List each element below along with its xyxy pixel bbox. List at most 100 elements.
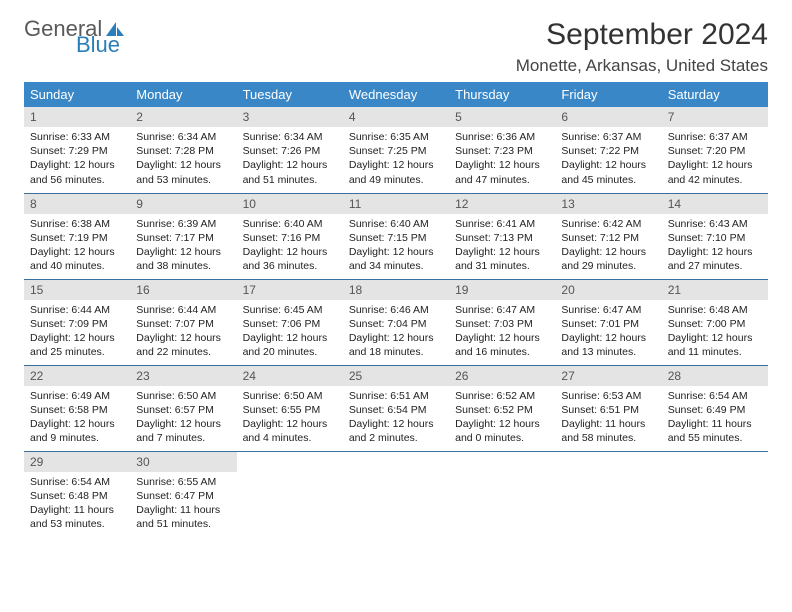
day-details: Sunrise: 6:40 AMSunset: 7:15 PMDaylight:… bbox=[343, 214, 449, 279]
calendar-day-cell: 3Sunrise: 6:34 AMSunset: 7:26 PMDaylight… bbox=[237, 107, 343, 193]
calendar-table: SundayMondayTuesdayWednesdayThursdayFrid… bbox=[24, 82, 768, 537]
day-number: 17 bbox=[237, 280, 343, 300]
day-details: Sunrise: 6:43 AMSunset: 7:10 PMDaylight:… bbox=[662, 214, 768, 279]
calendar-week-row: 1Sunrise: 6:33 AMSunset: 7:29 PMDaylight… bbox=[24, 107, 768, 193]
day-number: 6 bbox=[555, 107, 661, 127]
calendar-day-cell: .. bbox=[237, 451, 343, 537]
calendar-day-cell: 19Sunrise: 6:47 AMSunset: 7:03 PMDayligh… bbox=[449, 279, 555, 365]
calendar-day-cell: 1Sunrise: 6:33 AMSunset: 7:29 PMDaylight… bbox=[24, 107, 130, 193]
day-details: Sunrise: 6:46 AMSunset: 7:04 PMDaylight:… bbox=[343, 300, 449, 365]
day-number: 30 bbox=[130, 452, 236, 472]
day-number: 5 bbox=[449, 107, 555, 127]
calendar-day-cell: 7Sunrise: 6:37 AMSunset: 7:20 PMDaylight… bbox=[662, 107, 768, 193]
page-title: September 2024 bbox=[516, 18, 768, 52]
day-details: Sunrise: 6:44 AMSunset: 7:09 PMDaylight:… bbox=[24, 300, 130, 365]
calendar-week-row: 15Sunrise: 6:44 AMSunset: 7:09 PMDayligh… bbox=[24, 279, 768, 365]
calendar-day-cell: 18Sunrise: 6:46 AMSunset: 7:04 PMDayligh… bbox=[343, 279, 449, 365]
day-details: Sunrise: 6:36 AMSunset: 7:23 PMDaylight:… bbox=[449, 127, 555, 192]
day-details: Sunrise: 6:50 AMSunset: 6:55 PMDaylight:… bbox=[237, 386, 343, 451]
day-number: 3 bbox=[237, 107, 343, 127]
day-details: Sunrise: 6:42 AMSunset: 7:12 PMDaylight:… bbox=[555, 214, 661, 279]
day-number: 20 bbox=[555, 280, 661, 300]
calendar-day-cell: 4Sunrise: 6:35 AMSunset: 7:25 PMDaylight… bbox=[343, 107, 449, 193]
day-number: 15 bbox=[24, 280, 130, 300]
day-number: 7 bbox=[662, 107, 768, 127]
calendar-week-row: 22Sunrise: 6:49 AMSunset: 6:58 PMDayligh… bbox=[24, 365, 768, 451]
weekday-header: Thursday bbox=[449, 82, 555, 107]
day-number: 23 bbox=[130, 366, 236, 386]
calendar-day-cell: 13Sunrise: 6:42 AMSunset: 7:12 PMDayligh… bbox=[555, 193, 661, 279]
logo-text-blue: Blue bbox=[76, 34, 126, 56]
day-number: 25 bbox=[343, 366, 449, 386]
weekday-header: Wednesday bbox=[343, 82, 449, 107]
day-number: 1 bbox=[24, 107, 130, 127]
day-number: 11 bbox=[343, 194, 449, 214]
day-details: Sunrise: 6:33 AMSunset: 7:29 PMDaylight:… bbox=[24, 127, 130, 192]
day-number: 9 bbox=[130, 194, 236, 214]
calendar-day-cell: 11Sunrise: 6:40 AMSunset: 7:15 PMDayligh… bbox=[343, 193, 449, 279]
calendar-day-cell: 24Sunrise: 6:50 AMSunset: 6:55 PMDayligh… bbox=[237, 365, 343, 451]
day-details: Sunrise: 6:54 AMSunset: 6:48 PMDaylight:… bbox=[24, 472, 130, 537]
calendar-day-cell: .. bbox=[555, 451, 661, 537]
day-details: Sunrise: 6:45 AMSunset: 7:06 PMDaylight:… bbox=[237, 300, 343, 365]
day-details: Sunrise: 6:40 AMSunset: 7:16 PMDaylight:… bbox=[237, 214, 343, 279]
calendar-day-cell: 16Sunrise: 6:44 AMSunset: 7:07 PMDayligh… bbox=[130, 279, 236, 365]
day-number: 27 bbox=[555, 366, 661, 386]
day-number: 21 bbox=[662, 280, 768, 300]
day-number: 8 bbox=[24, 194, 130, 214]
day-details: Sunrise: 6:34 AMSunset: 7:26 PMDaylight:… bbox=[237, 127, 343, 192]
weekday-header-row: SundayMondayTuesdayWednesdayThursdayFrid… bbox=[24, 82, 768, 107]
day-details: Sunrise: 6:37 AMSunset: 7:22 PMDaylight:… bbox=[555, 127, 661, 192]
weekday-header: Tuesday bbox=[237, 82, 343, 107]
day-number: 10 bbox=[237, 194, 343, 214]
day-number: 14 bbox=[662, 194, 768, 214]
calendar-week-row: 29Sunrise: 6:54 AMSunset: 6:48 PMDayligh… bbox=[24, 451, 768, 537]
calendar-day-cell: 26Sunrise: 6:52 AMSunset: 6:52 PMDayligh… bbox=[449, 365, 555, 451]
calendar-day-cell: 15Sunrise: 6:44 AMSunset: 7:09 PMDayligh… bbox=[24, 279, 130, 365]
calendar-day-cell: 22Sunrise: 6:49 AMSunset: 6:58 PMDayligh… bbox=[24, 365, 130, 451]
day-details: Sunrise: 6:53 AMSunset: 6:51 PMDaylight:… bbox=[555, 386, 661, 451]
day-number: 4 bbox=[343, 107, 449, 127]
day-details: Sunrise: 6:54 AMSunset: 6:49 PMDaylight:… bbox=[662, 386, 768, 451]
weekday-header: Sunday bbox=[24, 82, 130, 107]
day-details: Sunrise: 6:39 AMSunset: 7:17 PMDaylight:… bbox=[130, 214, 236, 279]
day-details: Sunrise: 6:37 AMSunset: 7:20 PMDaylight:… bbox=[662, 127, 768, 192]
weekday-header: Friday bbox=[555, 82, 661, 107]
calendar-day-cell: 12Sunrise: 6:41 AMSunset: 7:13 PMDayligh… bbox=[449, 193, 555, 279]
calendar-day-cell: 5Sunrise: 6:36 AMSunset: 7:23 PMDaylight… bbox=[449, 107, 555, 193]
day-number: 29 bbox=[24, 452, 130, 472]
day-details: Sunrise: 6:41 AMSunset: 7:13 PMDaylight:… bbox=[449, 214, 555, 279]
day-details: Sunrise: 6:49 AMSunset: 6:58 PMDaylight:… bbox=[24, 386, 130, 451]
day-number: 2 bbox=[130, 107, 236, 127]
calendar-day-cell: 21Sunrise: 6:48 AMSunset: 7:00 PMDayligh… bbox=[662, 279, 768, 365]
calendar-day-cell: 20Sunrise: 6:47 AMSunset: 7:01 PMDayligh… bbox=[555, 279, 661, 365]
day-number: 13 bbox=[555, 194, 661, 214]
calendar-week-row: 8Sunrise: 6:38 AMSunset: 7:19 PMDaylight… bbox=[24, 193, 768, 279]
title-block: September 2024 Monette, Arkansas, United… bbox=[516, 18, 768, 76]
day-details: Sunrise: 6:47 AMSunset: 7:01 PMDaylight:… bbox=[555, 300, 661, 365]
day-number: 16 bbox=[130, 280, 236, 300]
day-details: Sunrise: 6:51 AMSunset: 6:54 PMDaylight:… bbox=[343, 386, 449, 451]
day-number: 22 bbox=[24, 366, 130, 386]
day-number: 26 bbox=[449, 366, 555, 386]
calendar-day-cell: 8Sunrise: 6:38 AMSunset: 7:19 PMDaylight… bbox=[24, 193, 130, 279]
calendar-day-cell: .. bbox=[449, 451, 555, 537]
day-details: Sunrise: 6:50 AMSunset: 6:57 PMDaylight:… bbox=[130, 386, 236, 451]
day-number: 12 bbox=[449, 194, 555, 214]
header: General Blue September 2024 Monette, Ark… bbox=[24, 18, 768, 76]
calendar-day-cell: 27Sunrise: 6:53 AMSunset: 6:51 PMDayligh… bbox=[555, 365, 661, 451]
calendar-day-cell: 9Sunrise: 6:39 AMSunset: 7:17 PMDaylight… bbox=[130, 193, 236, 279]
day-details: Sunrise: 6:48 AMSunset: 7:00 PMDaylight:… bbox=[662, 300, 768, 365]
calendar-day-cell: 25Sunrise: 6:51 AMSunset: 6:54 PMDayligh… bbox=[343, 365, 449, 451]
day-details: Sunrise: 6:47 AMSunset: 7:03 PMDaylight:… bbox=[449, 300, 555, 365]
calendar-day-cell: .. bbox=[662, 451, 768, 537]
calendar-day-cell: 14Sunrise: 6:43 AMSunset: 7:10 PMDayligh… bbox=[662, 193, 768, 279]
weekday-header: Monday bbox=[130, 82, 236, 107]
calendar-day-cell: 10Sunrise: 6:40 AMSunset: 7:16 PMDayligh… bbox=[237, 193, 343, 279]
calendar-day-cell: 2Sunrise: 6:34 AMSunset: 7:28 PMDaylight… bbox=[130, 107, 236, 193]
day-details: Sunrise: 6:44 AMSunset: 7:07 PMDaylight:… bbox=[130, 300, 236, 365]
day-number: 19 bbox=[449, 280, 555, 300]
day-details: Sunrise: 6:55 AMSunset: 6:47 PMDaylight:… bbox=[130, 472, 236, 537]
weekday-header: Saturday bbox=[662, 82, 768, 107]
day-details: Sunrise: 6:38 AMSunset: 7:19 PMDaylight:… bbox=[24, 214, 130, 279]
